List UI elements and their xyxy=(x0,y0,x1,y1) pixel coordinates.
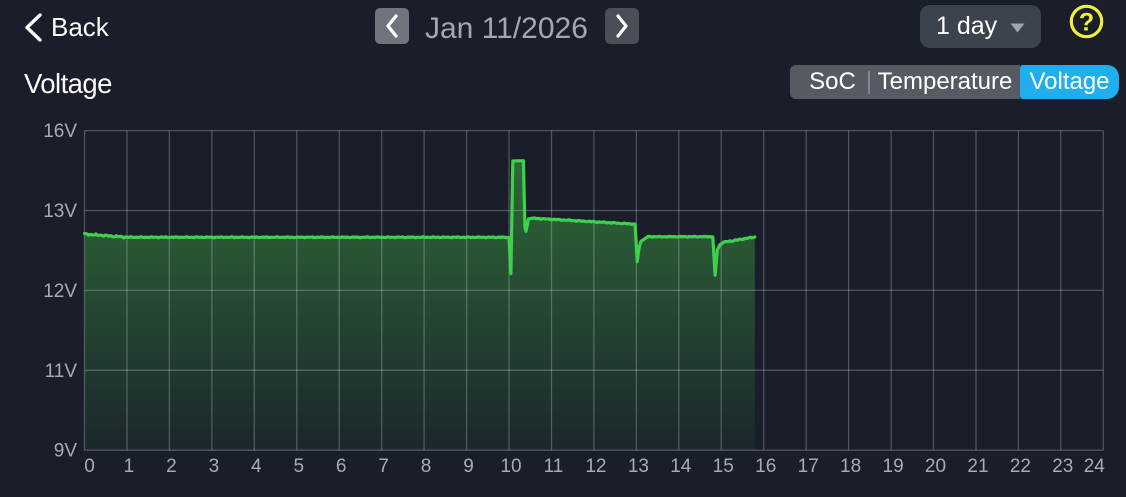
svg-text:1: 1 xyxy=(124,456,135,477)
svg-text:4: 4 xyxy=(251,456,262,477)
svg-text:9V: 9V xyxy=(54,441,78,462)
svg-text:5: 5 xyxy=(294,456,305,477)
svg-text:3: 3 xyxy=(209,456,220,477)
svg-text:22: 22 xyxy=(1010,456,1031,477)
svg-text:14: 14 xyxy=(670,456,692,477)
svg-text:10: 10 xyxy=(500,456,521,477)
svg-text:18: 18 xyxy=(840,456,861,477)
svg-text:16V: 16V xyxy=(43,121,77,142)
svg-text:13V: 13V xyxy=(43,201,77,222)
svg-text:15: 15 xyxy=(713,456,734,477)
svg-text:20: 20 xyxy=(925,456,946,477)
svg-text:9: 9 xyxy=(463,456,474,477)
svg-text:24: 24 xyxy=(1084,456,1106,477)
svg-text:19: 19 xyxy=(883,456,904,477)
svg-text:21: 21 xyxy=(967,456,988,477)
svg-text:12V: 12V xyxy=(43,281,77,302)
svg-text:7: 7 xyxy=(378,456,389,477)
svg-text:17: 17 xyxy=(798,456,819,477)
svg-text:0: 0 xyxy=(84,456,95,477)
svg-text:6: 6 xyxy=(336,456,347,477)
svg-text:23: 23 xyxy=(1052,456,1073,477)
svg-text:11: 11 xyxy=(544,456,564,477)
svg-text:?: ? xyxy=(1079,9,1094,37)
svg-text:12: 12 xyxy=(585,456,606,477)
svg-text:2: 2 xyxy=(166,456,177,477)
svg-text:16: 16 xyxy=(755,456,776,477)
svg-text:11V: 11V xyxy=(45,361,78,382)
svg-text:13: 13 xyxy=(628,456,649,477)
svg-text:8: 8 xyxy=(421,456,432,477)
